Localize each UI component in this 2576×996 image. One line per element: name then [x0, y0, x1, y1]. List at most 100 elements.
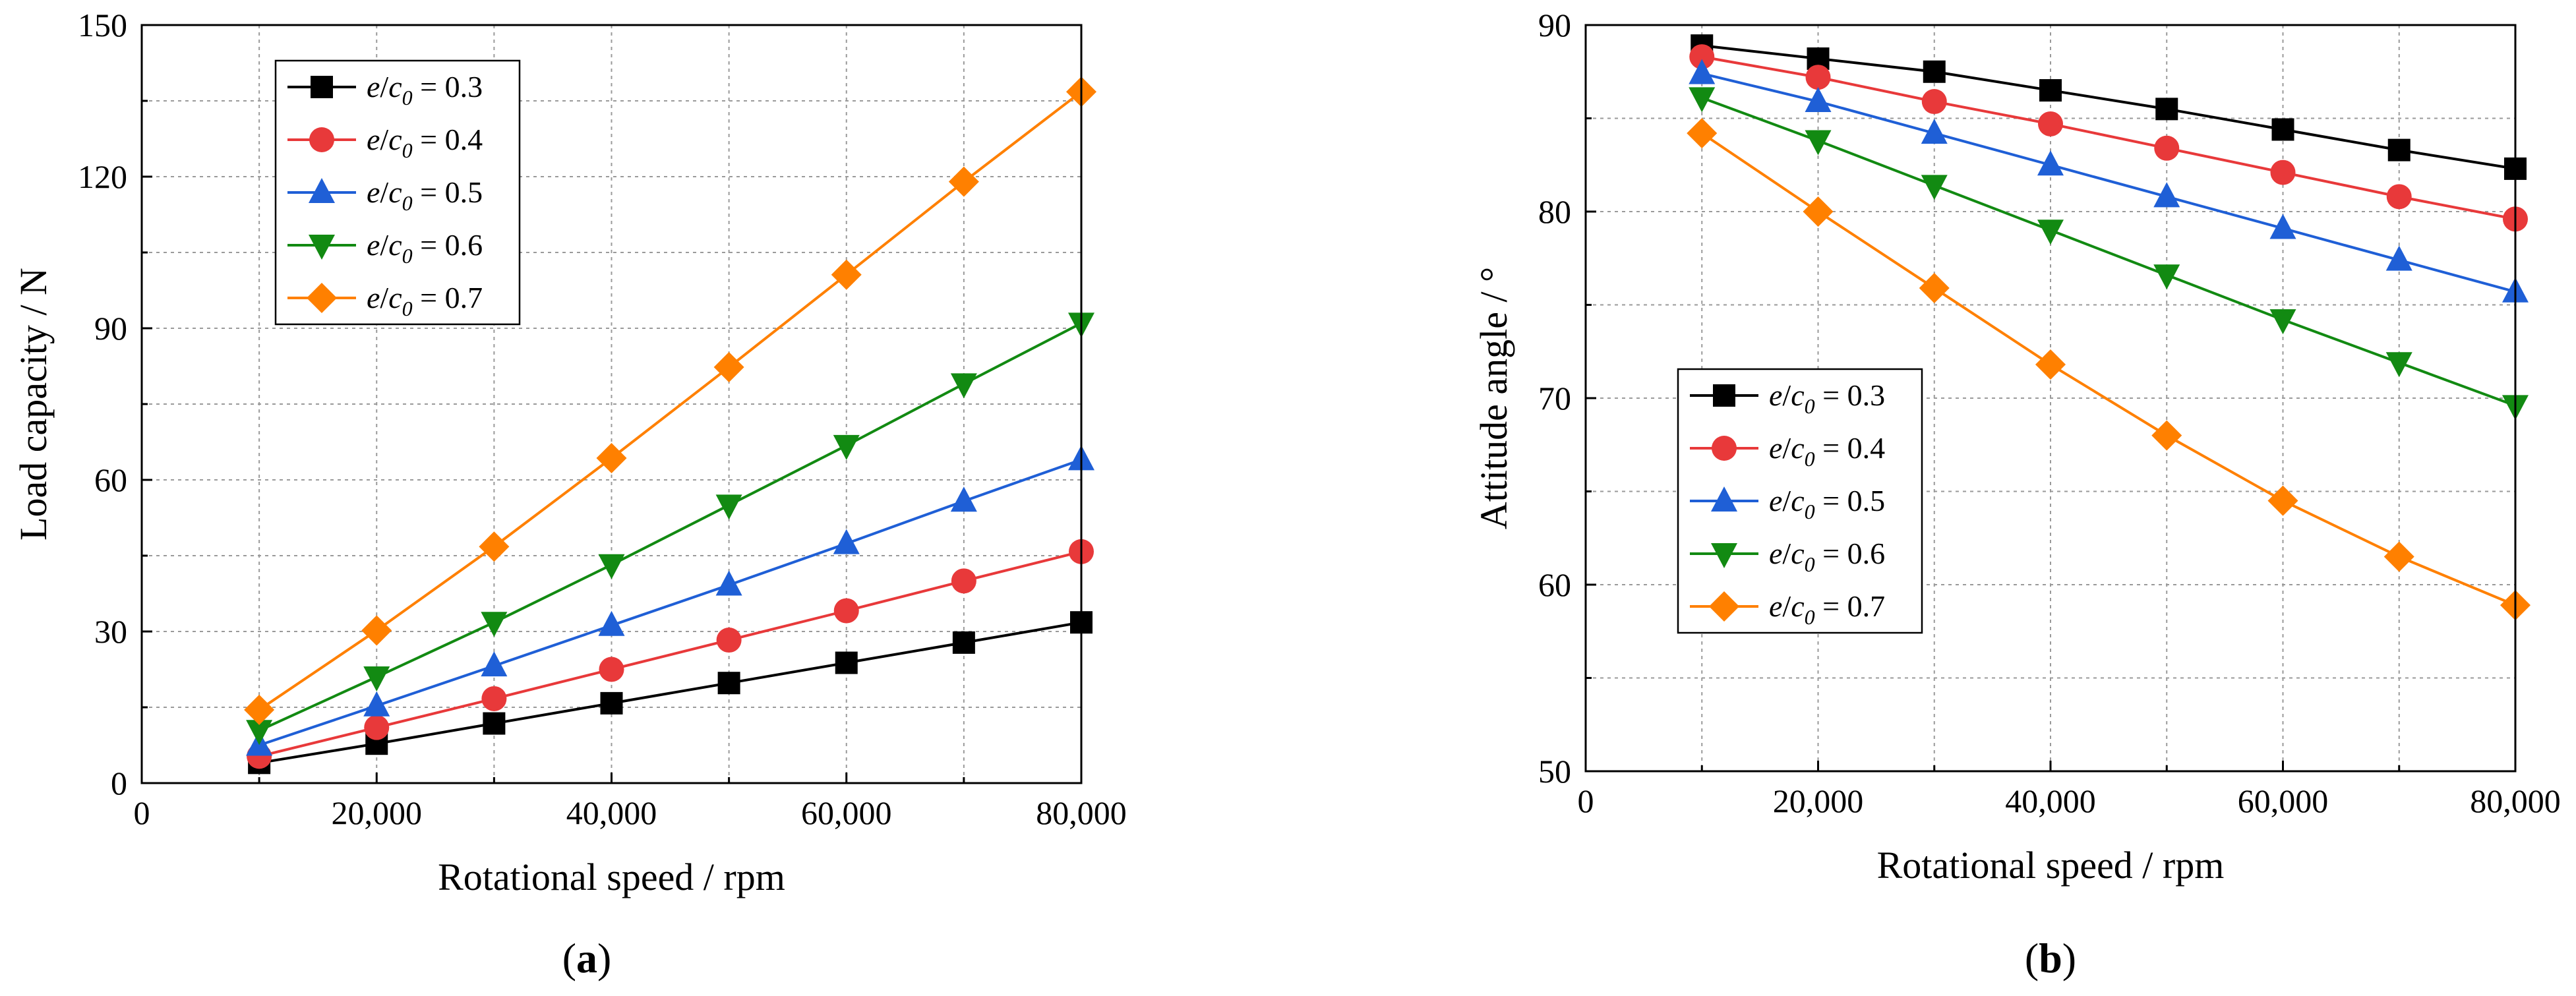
data-point [1921, 175, 1948, 200]
y-tick-label: 120 [78, 158, 127, 195]
x-axis-title: Rotational speed / rpm [438, 856, 785, 898]
legend-marker [1709, 591, 1739, 622]
legend-marker [307, 283, 337, 313]
series-line [258, 621, 1082, 765]
y-tick-label: 60 [1538, 566, 1571, 603]
series-4 [246, 312, 1094, 746]
legend-label: e/c0 = 0.6 [367, 228, 483, 268]
panel-label-letter: b [2039, 935, 2062, 981]
series-line [1701, 132, 2516, 606]
legend-label: e/c0 = 0.5 [1769, 484, 1885, 523]
series-line [258, 550, 1082, 758]
legend-slash: / [1782, 484, 1791, 517]
data-point [2269, 309, 2296, 335]
legend-c: c [388, 70, 402, 103]
legend-value: = 0.5 [1815, 484, 1885, 517]
legend-e: e [367, 123, 380, 156]
legend-slash: / [380, 281, 388, 314]
legend-c: c [1791, 537, 1804, 570]
legend-e: e [1769, 484, 1782, 517]
series-2 [1689, 44, 2528, 232]
legend-label: e/c0 = 0.7 [367, 281, 483, 320]
x-tick-label: 60,000 [801, 794, 892, 831]
data-point [717, 672, 740, 695]
legend-e: e [367, 228, 380, 262]
data-point [479, 531, 510, 562]
y-tick-label: 70 [1538, 380, 1571, 417]
legend-subscript: 0 [402, 138, 413, 162]
legend-label: e/c0 = 0.7 [1769, 589, 1885, 629]
data-point [2151, 420, 2182, 451]
data-point [481, 612, 508, 637]
panel-label-open: ( [2025, 935, 2039, 981]
data-point [833, 598, 859, 624]
series-line [258, 322, 1082, 732]
legend-item-2: e/c0 = 0.4 [1690, 431, 1885, 471]
data-point [364, 715, 390, 740]
x-tick-label: 40,000 [2005, 782, 2096, 819]
y-tick-label: 150 [78, 7, 127, 44]
panel-label-letter: a [576, 935, 597, 981]
legend-item-1: e/c0 = 0.3 [1690, 378, 1885, 418]
legend-c: c [388, 228, 402, 262]
legend-value: = 0.4 [413, 123, 483, 156]
panel-b-attitude-angle-chart: 0 20,000 40,000 60,000 80,000 50 60 70 80 90 Rotat… [1472, 7, 2561, 981]
legend-label: e/c0 = 0.3 [1769, 378, 1885, 418]
data-point [831, 259, 862, 290]
data-point [1805, 65, 1831, 90]
data-point [2037, 150, 2064, 176]
data-point [600, 691, 623, 715]
data-point [1805, 87, 1832, 113]
series-3 [1689, 59, 2529, 303]
data-point [833, 434, 860, 460]
data-point [481, 651, 508, 677]
legend-item-2: e/c0 = 0.4 [287, 123, 483, 162]
data-point [244, 694, 275, 725]
data-point [713, 352, 744, 383]
data-point [2153, 264, 2180, 290]
x-tick-label: 0 [134, 794, 150, 831]
y-axis-title: Load capacity / N [12, 268, 55, 541]
data-point [361, 615, 392, 646]
data-point [598, 610, 625, 636]
legend-value: = 0.5 [413, 175, 483, 209]
legend-marker [309, 178, 335, 203]
legend-value: = 0.3 [1815, 378, 1885, 412]
legend-label: e/c0 = 0.4 [1769, 431, 1885, 471]
x-tick-label: 0 [1578, 782, 1594, 819]
legend-item-5: e/c0 = 0.7 [287, 281, 483, 320]
data-point [835, 651, 858, 674]
legend-subscript: 0 [1805, 552, 1815, 576]
data-point [1803, 196, 1834, 227]
legend-item-3: e/c0 = 0.5 [287, 175, 483, 215]
legend-value: = 0.3 [413, 70, 483, 103]
data-point [1923, 60, 1946, 83]
data-point [951, 568, 976, 594]
legend: e/c0 = 0.3e/c0 = 0.4e/c0 = 0.5e/c0 = 0.6… [1677, 368, 1923, 634]
legend-item-5: e/c0 = 0.7 [1690, 589, 1885, 629]
legend-slash: / [1782, 431, 1791, 465]
legend-subscript: 0 [1805, 447, 1815, 471]
legend-item-1: e/c0 = 0.3 [287, 70, 483, 109]
data-point [2271, 118, 2294, 141]
axis-ticks: 0 20,000 40,000 60,000 80,000 0 30 60 90 120 150 [78, 7, 1127, 831]
legend-subscript: 0 [1805, 500, 1815, 523]
data-point [2038, 111, 2063, 136]
y-tick-label: 90 [94, 310, 127, 347]
legend-slash: / [380, 175, 388, 209]
data-point [948, 166, 979, 197]
data-point [1921, 119, 1948, 144]
x-axis-title: Rotational speed / rpm [1877, 844, 2225, 887]
data-point [2039, 79, 2062, 102]
legend-subscript: 0 [402, 244, 413, 268]
data-point [1689, 59, 1716, 84]
legend-c: c [1791, 589, 1804, 623]
data-point [599, 657, 624, 682]
legend-e: e [367, 281, 380, 314]
data-point [2385, 352, 2412, 378]
y-tick-label: 50 [1538, 753, 1571, 790]
legend-e: e [367, 175, 380, 209]
series-4 [1689, 87, 2529, 421]
y-tick-label: 30 [94, 613, 127, 650]
x-tick-label: 80,000 [1036, 794, 1127, 831]
